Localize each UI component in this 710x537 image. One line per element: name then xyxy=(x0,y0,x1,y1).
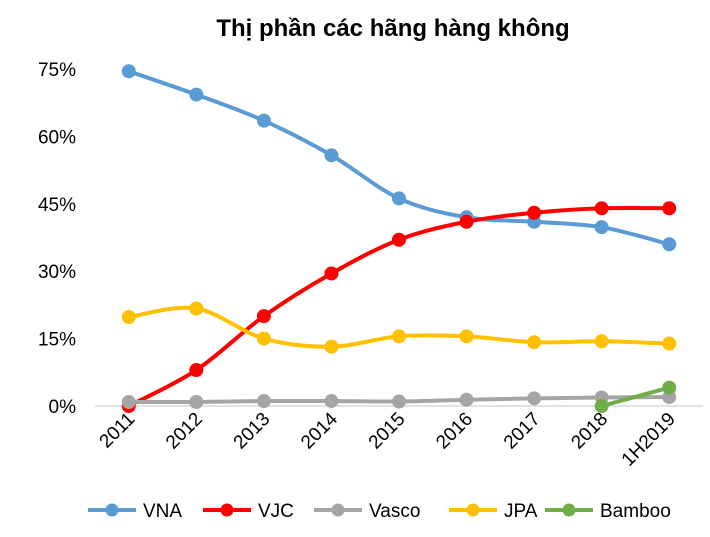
legend-marker-jpa xyxy=(466,503,480,517)
x-axis: 2011 2012 2013 2014 2015 2016 2017 2018 1H2019 xyxy=(96,408,680,470)
chart-title: Thị phần các hãng hàng không xyxy=(216,15,569,42)
legend: VNA VJC Vasco JPA Bamboo xyxy=(88,501,671,522)
jpa-point xyxy=(459,329,474,344)
jpa-point xyxy=(594,334,609,349)
legend-label-vjc: VJC xyxy=(258,501,294,522)
legend-label-jpa: JPA xyxy=(504,501,538,522)
y-tick-label: 30% xyxy=(38,262,76,283)
x-tick-label: 2014 xyxy=(297,408,342,453)
jpa-point xyxy=(324,339,339,354)
y-tick-label: 0% xyxy=(49,397,77,418)
vasco-point xyxy=(121,394,136,409)
vna-line xyxy=(126,69,672,247)
x-tick-label: 1H2019 xyxy=(618,409,680,471)
x-tick-label: 2013 xyxy=(230,409,275,454)
x-tick-label: 2015 xyxy=(365,409,410,454)
bamboo-point xyxy=(594,399,609,413)
jpa-point xyxy=(121,310,136,325)
legend-marker-vasco xyxy=(331,503,345,517)
x-tick-label: 2018 xyxy=(567,409,612,454)
vna-point xyxy=(392,191,406,206)
vna-point xyxy=(256,113,271,128)
vasco-point xyxy=(527,391,542,406)
legend-marker-vna xyxy=(105,503,119,517)
vjc-point xyxy=(527,205,542,220)
jpa-point xyxy=(527,335,542,350)
vasco-point xyxy=(189,394,204,409)
y-tick-label: 75% xyxy=(38,60,76,81)
vasco-point xyxy=(324,394,339,409)
jpa-point xyxy=(189,301,204,316)
legend-label-vna: VNA xyxy=(143,501,182,522)
y-tick-label: 60% xyxy=(38,127,76,148)
series-points xyxy=(121,64,677,413)
jpa-point xyxy=(256,331,271,346)
x-tick-label: 2011 xyxy=(96,409,140,453)
y-axis: 0% 15% 30% 45% 60% 75% xyxy=(38,60,76,418)
bamboo-point xyxy=(662,380,677,395)
y-tick-label: 45% xyxy=(38,195,76,216)
vjc-point xyxy=(662,201,677,216)
jpa-point xyxy=(392,329,406,344)
jpa-point xyxy=(662,336,677,351)
x-tick-label: 2012 xyxy=(162,409,207,454)
legend-marker-bamboo xyxy=(562,503,576,517)
legend-label-bamboo: Bamboo xyxy=(600,501,671,522)
vjc-point xyxy=(189,363,204,378)
vjc-point xyxy=(392,232,406,247)
x-tick-label: 2016 xyxy=(432,409,477,454)
vasco-point xyxy=(256,394,271,409)
vjc-point xyxy=(256,309,271,324)
vna-point xyxy=(594,220,609,235)
legend-marker-vjc xyxy=(220,503,234,517)
vna-point xyxy=(662,237,677,252)
x-tick-label: 2017 xyxy=(500,409,545,454)
vjc-point xyxy=(594,201,609,216)
vasco-point xyxy=(392,394,406,409)
vjc-point xyxy=(324,266,339,281)
vna-point xyxy=(121,64,136,79)
legend-label-vasco: Vasco xyxy=(369,501,420,522)
vasco-point xyxy=(459,392,474,407)
y-tick-label: 15% xyxy=(38,330,76,351)
vna-point xyxy=(324,148,339,163)
vjc-point xyxy=(459,214,474,229)
vna-point xyxy=(189,87,204,102)
